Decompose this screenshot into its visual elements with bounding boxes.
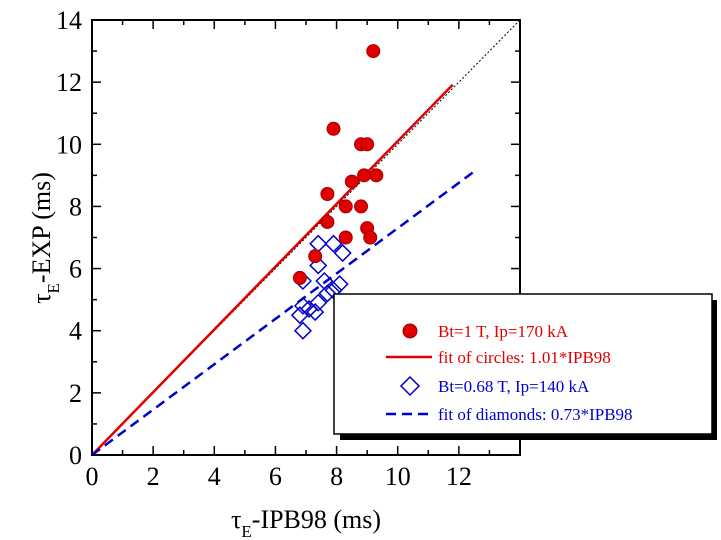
- legend-box: [333, 293, 713, 435]
- circle-point: [363, 230, 378, 245]
- circle-point: [344, 174, 359, 189]
- circle-point: [320, 187, 335, 201]
- circle-point: [357, 168, 372, 183]
- diamond-point: [309, 234, 328, 253]
- y-tick-label: 4: [69, 317, 82, 346]
- diamond-point: [330, 275, 349, 294]
- x-tick-label: 0: [86, 462, 99, 491]
- circle-points: [292, 44, 384, 285]
- diamond-point: [290, 306, 309, 325]
- x-tick-label: 10: [385, 462, 411, 491]
- diamond-point: [293, 296, 313, 315]
- x-tick-label: 4: [208, 462, 221, 491]
- circle-point: [292, 270, 307, 285]
- legend-circle-marker: [402, 323, 418, 339]
- y-axis-label-rest: -EXP (ms): [27, 172, 56, 283]
- x-tick-label: 12: [446, 462, 472, 491]
- x-axis-label-sub: E: [241, 522, 251, 540]
- diamond-point: [309, 256, 328, 275]
- diamond-point: [324, 234, 343, 253]
- x-tick-label: 2: [147, 462, 160, 491]
- legend-diamond-marker: [399, 375, 421, 397]
- circle-point: [308, 249, 323, 264]
- circle-point: [369, 168, 384, 183]
- legend-label-diamonds: Bt=0.68 T, Ip=140 kA: [438, 377, 590, 396]
- y-tick-label: 12: [56, 68, 82, 97]
- y-tick-label: 10: [56, 130, 82, 159]
- diamond-point: [293, 321, 313, 340]
- y-tick-labels: 0 2 4 6 8 10 12 14: [56, 6, 82, 470]
- legend-label-fit-circles: fit of circles: 1.01*IPB98: [438, 348, 611, 367]
- circle-point: [354, 199, 369, 214]
- y-tick-label: 6: [69, 255, 82, 284]
- legend-label-circles: Bt=1 T, Ip=170 kA: [438, 322, 569, 341]
- x-axis-label-main: τ: [231, 505, 241, 534]
- circle-point: [326, 121, 341, 136]
- y-tick-label: 0: [69, 441, 82, 470]
- y-axis-label-main: τ: [27, 293, 56, 303]
- fit-line-circles: [92, 83, 454, 455]
- legend-label-fit-diamonds: fit of diamonds: 0.73*IPB98: [438, 405, 633, 424]
- y-tick-label: 8: [69, 192, 82, 221]
- diamond-point: [318, 284, 337, 303]
- x-axis-label-rest: -IPB98 (ms): [252, 505, 381, 534]
- x-tick-labels: 0 2 4 6 8 10 12: [86, 462, 472, 491]
- circle-point: [320, 214, 335, 229]
- x-axis-label: τE-IPB98 (ms): [231, 505, 381, 540]
- circle-point: [366, 44, 381, 59]
- diamond-point: [306, 303, 325, 322]
- diamond-point: [333, 243, 352, 263]
- circle-point: [338, 199, 353, 214]
- y-axis-label: τE-EXP (ms): [27, 172, 63, 304]
- x-tick-label: 6: [269, 462, 282, 491]
- y-tick-label: 14: [56, 6, 82, 35]
- x-tick-label: 8: [330, 462, 343, 491]
- circle-point: [338, 230, 353, 245]
- y-tick-label: 2: [69, 379, 82, 408]
- y-axis-label-sub: E: [44, 283, 63, 293]
- legend: Bt=1 T, Ip=170 kA fit of circles: 1.01*I…: [333, 293, 717, 440]
- circle-point: [360, 137, 375, 152]
- diamond-point: [309, 293, 328, 312]
